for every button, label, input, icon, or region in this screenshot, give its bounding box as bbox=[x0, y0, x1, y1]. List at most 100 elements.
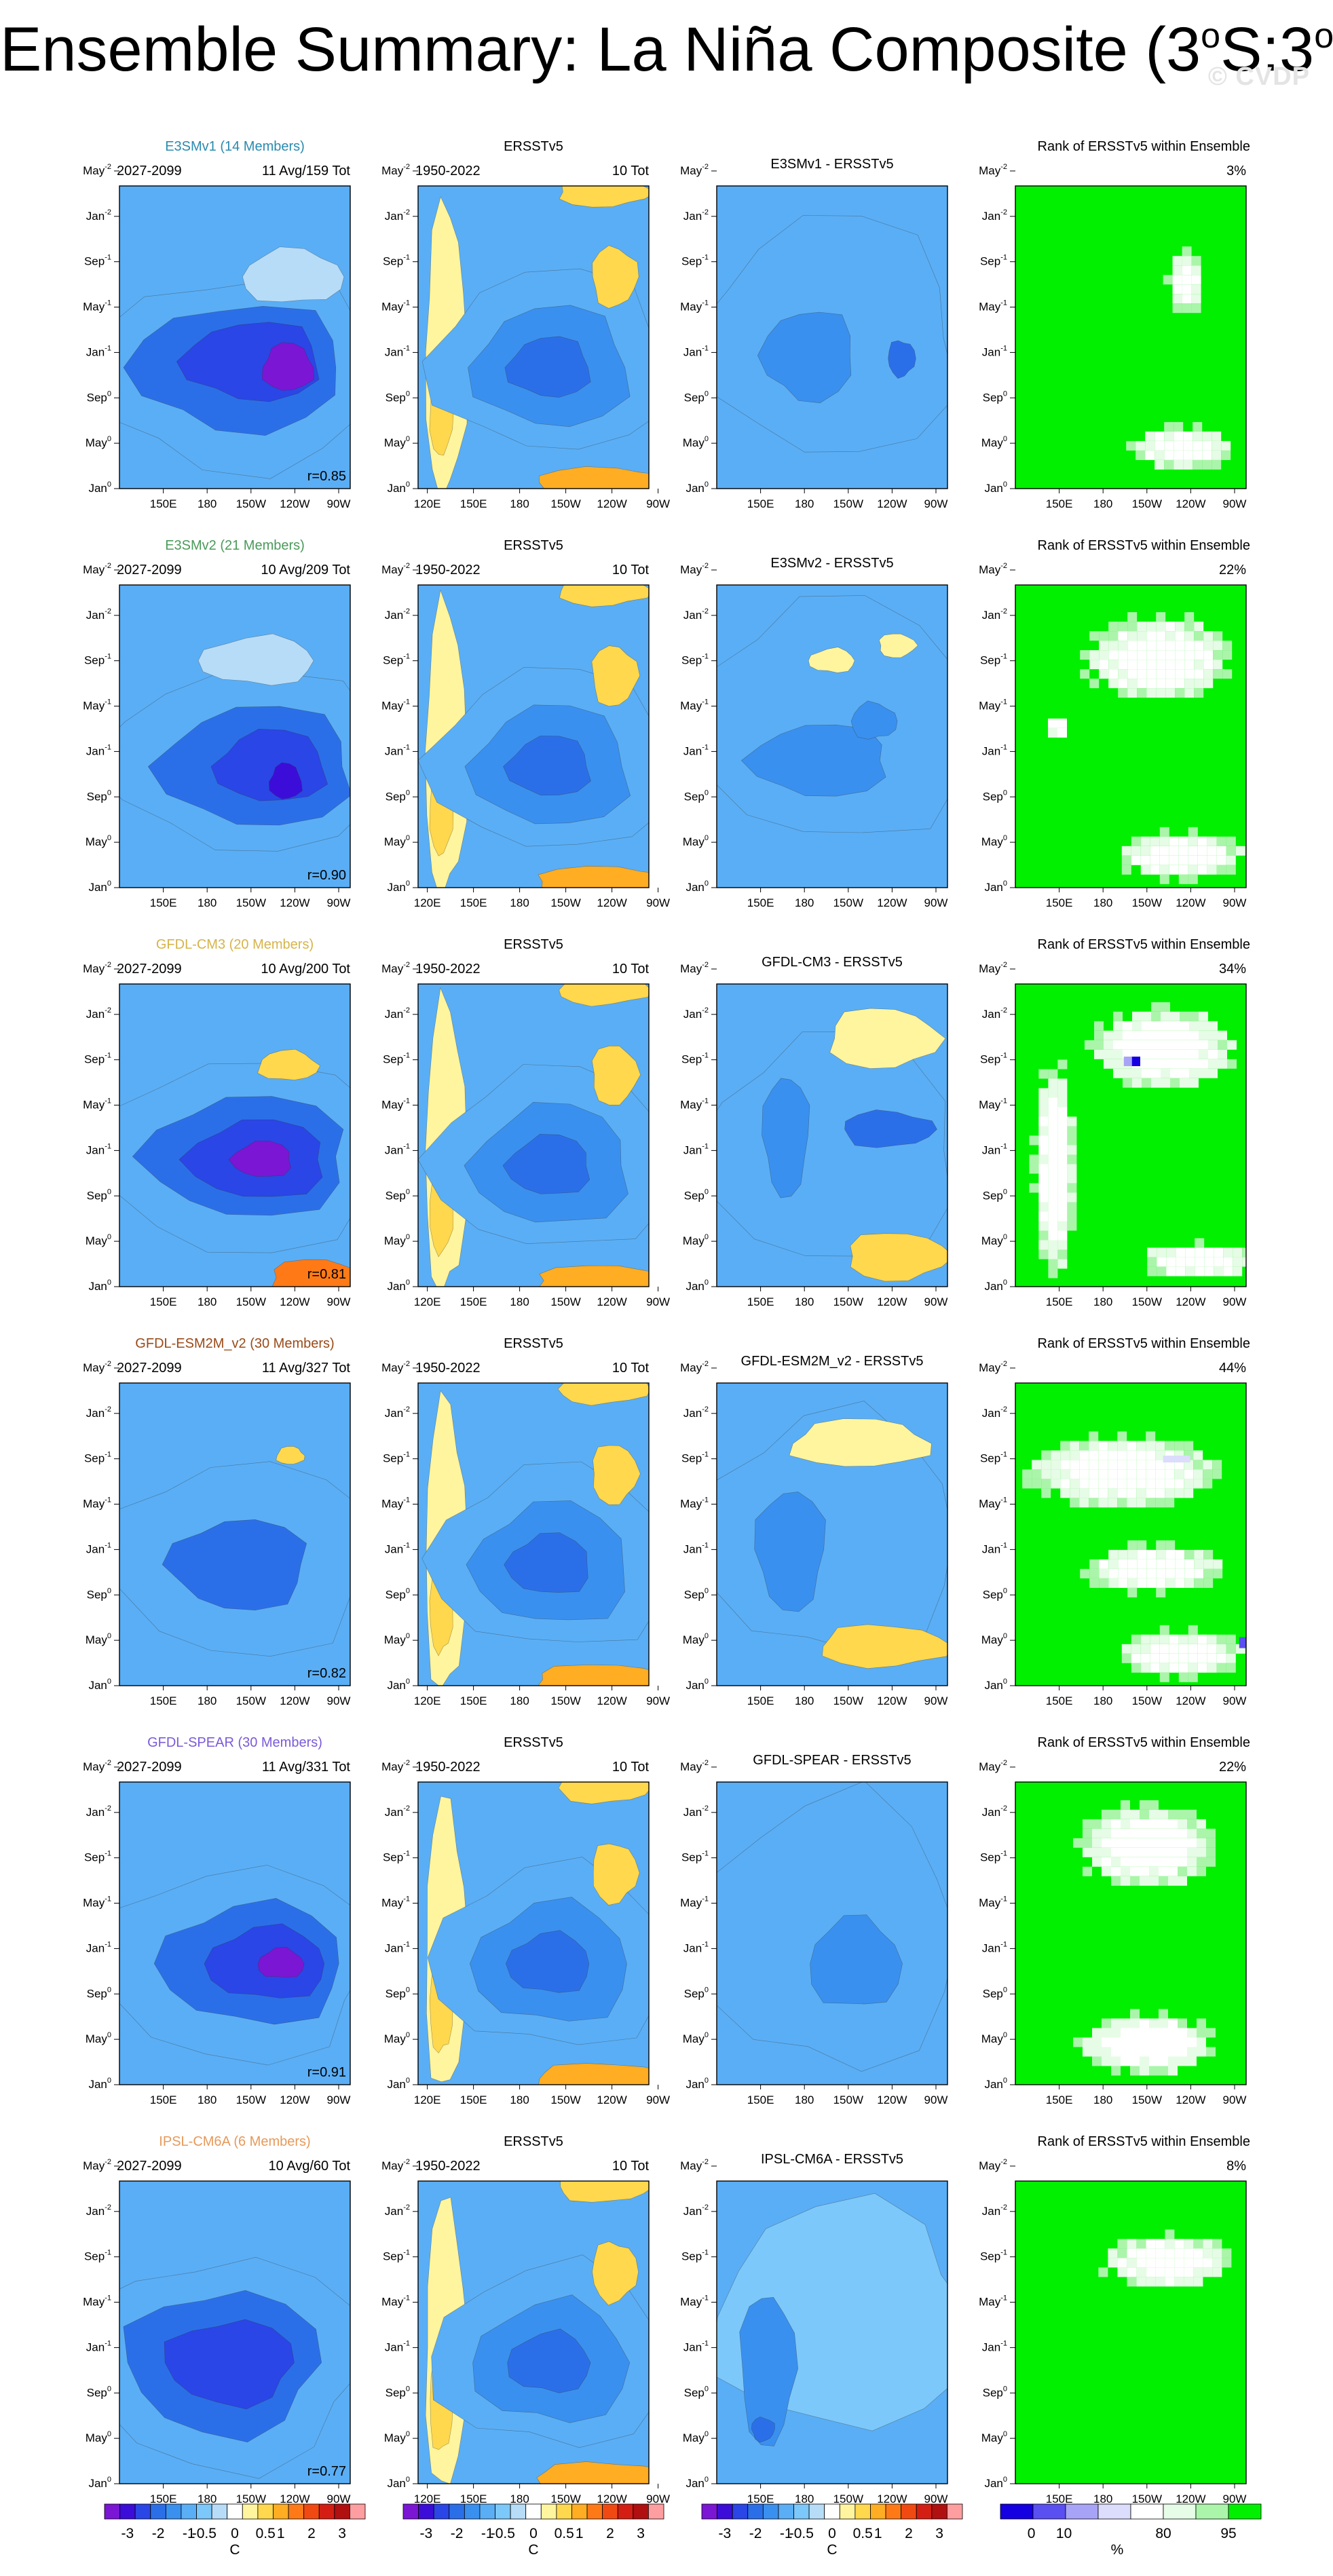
rank-cell bbox=[1161, 1049, 1170, 1059]
y-tick-superscript: -2 bbox=[1000, 2158, 1007, 2166]
rank-cell bbox=[1212, 431, 1222, 441]
rank-cell bbox=[1193, 2239, 1203, 2249]
contour-field bbox=[418, 1383, 649, 1686]
rank-cell bbox=[1150, 1653, 1160, 1663]
colorbar-label: 0 bbox=[231, 2526, 239, 2541]
rank-cell bbox=[1136, 1488, 1146, 1498]
rank-cell bbox=[1123, 1068, 1132, 1078]
y-tick-superscript: 0 bbox=[1003, 789, 1007, 797]
y-tick-label: Jan0 bbox=[88, 1678, 111, 1692]
rank-cell bbox=[1159, 836, 1169, 846]
y-tick-superscript: -2 bbox=[702, 2203, 709, 2212]
rank-cell bbox=[1195, 1257, 1205, 1267]
y-tick-superscript: -1 bbox=[105, 1097, 111, 1105]
rank-cell bbox=[1127, 1479, 1137, 1489]
rank-cell bbox=[1218, 1049, 1227, 1059]
y-tick-superscript: -1 bbox=[702, 1097, 709, 1105]
rank-cell bbox=[1117, 1488, 1127, 1498]
model-name: E3SMv2 (21 Members) bbox=[165, 538, 305, 553]
difference-panel: E3SMv1 - ERSSTv5Jan0May0Sep0Jan-1May-1Se… bbox=[680, 157, 948, 510]
rank-cell bbox=[1252, 1257, 1261, 1267]
rank-cell bbox=[1193, 2248, 1203, 2258]
y-tick-label: May-1 bbox=[680, 2294, 709, 2309]
y-tick-label: May-2 bbox=[680, 961, 709, 975]
contour-level bbox=[717, 1782, 947, 2072]
rank-cell bbox=[1174, 2277, 1184, 2287]
y-tick-superscript: -1 bbox=[1000, 1541, 1007, 1549]
rank-field bbox=[1015, 186, 1246, 489]
rank-cell bbox=[1149, 1847, 1159, 1857]
y-tick-superscript: 0 bbox=[705, 480, 709, 489]
y-tick-superscript: -1 bbox=[403, 254, 410, 262]
y-tick-superscript: 0 bbox=[406, 1632, 410, 1640]
y-tick-label: Sep-1 bbox=[84, 1052, 111, 1066]
model-years: 2027-2099 bbox=[117, 2159, 182, 2174]
rank-cell bbox=[1147, 1257, 1157, 1267]
rank-cell bbox=[1156, 1559, 1166, 1569]
rank-cell bbox=[1108, 2248, 1118, 2258]
colorbar-label: 1 bbox=[576, 2526, 584, 2541]
x-tick-label: 90W bbox=[327, 497, 351, 510]
y-tick-superscript: -1 bbox=[105, 2294, 111, 2303]
rank-cell bbox=[1127, 1559, 1138, 1569]
rank-cell bbox=[1108, 1559, 1119, 1569]
y-tick-superscript: -1 bbox=[105, 1451, 111, 1459]
rank-title: Rank of ERSSTv5 within Ensemble bbox=[1038, 1336, 1250, 1351]
rank-cell bbox=[1189, 1011, 1199, 1021]
rank-cell bbox=[1022, 1479, 1032, 1489]
rank-cell bbox=[1092, 1847, 1102, 1857]
rank-cell bbox=[1155, 1441, 1165, 1451]
colorbar-box bbox=[617, 2503, 634, 2520]
rank-cell bbox=[1130, 1857, 1140, 1867]
rank-cell bbox=[1174, 2248, 1184, 2258]
rank-cell bbox=[1156, 669, 1166, 679]
x-tick-label: 90W bbox=[924, 497, 948, 510]
x-tick-label: 180 bbox=[1093, 896, 1112, 909]
y-tick-superscript: 0 bbox=[107, 879, 111, 888]
colorbar-box bbox=[931, 2503, 947, 2520]
rank-panel: Rank of ERSSTv5 within Ensemble3%Jan0May… bbox=[979, 139, 1250, 510]
rank-cell bbox=[1108, 641, 1119, 651]
y-tick-label: Jan0 bbox=[984, 2476, 1007, 2490]
rank-cell bbox=[1041, 1460, 1051, 1470]
rank-cell bbox=[1099, 631, 1109, 641]
y-tick-superscript: -2 bbox=[702, 208, 709, 216]
rank-cell bbox=[1188, 855, 1198, 865]
rank-cell bbox=[1146, 1488, 1156, 1498]
y-tick-superscript: -1 bbox=[1000, 254, 1007, 262]
y-tick-label: Jan-1 bbox=[982, 743, 1007, 757]
rank-cell bbox=[1156, 650, 1166, 660]
rank-cell bbox=[1194, 660, 1204, 670]
contour-level bbox=[822, 1624, 947, 1669]
rank-cell bbox=[1151, 1011, 1161, 1021]
rank-cell bbox=[1123, 1021, 1132, 1031]
rank-cell bbox=[1083, 1819, 1092, 1829]
y-tick-superscript: 0 bbox=[406, 1233, 410, 1241]
rank-cell bbox=[1113, 1040, 1123, 1050]
x-tick-label: 90W bbox=[924, 2493, 948, 2505]
y-tick-label: Sep0 bbox=[983, 2385, 1007, 2399]
y-tick-superscript: 0 bbox=[705, 1587, 709, 1595]
rank-cell bbox=[1183, 440, 1193, 451]
rank-cell bbox=[1184, 631, 1195, 641]
rank-cell bbox=[1117, 2258, 1127, 2268]
rank-cell bbox=[1102, 1866, 1111, 1876]
y-tick-label: Sep-1 bbox=[980, 1451, 1007, 1465]
rank-cell bbox=[1197, 1838, 1206, 1848]
rank-cell bbox=[1041, 1488, 1051, 1498]
y-tick-superscript: 0 bbox=[705, 1986, 709, 1994]
y-tick-superscript: -2 bbox=[105, 1759, 111, 1767]
rank-cell bbox=[1108, 669, 1119, 679]
rank-cell bbox=[1146, 679, 1157, 689]
rank-cell bbox=[1165, 1540, 1176, 1550]
rank-cell bbox=[1092, 1819, 1102, 1829]
y-tick-superscript: -2 bbox=[105, 163, 111, 171]
y-tick-label: Jan-1 bbox=[683, 743, 709, 757]
rank-cell bbox=[1216, 855, 1226, 865]
rank-cell bbox=[1188, 1653, 1198, 1663]
rank-cell bbox=[1165, 1441, 1175, 1451]
rank-cell bbox=[1089, 679, 1100, 689]
contour-field bbox=[418, 186, 649, 489]
rank-cell bbox=[1213, 1568, 1223, 1578]
